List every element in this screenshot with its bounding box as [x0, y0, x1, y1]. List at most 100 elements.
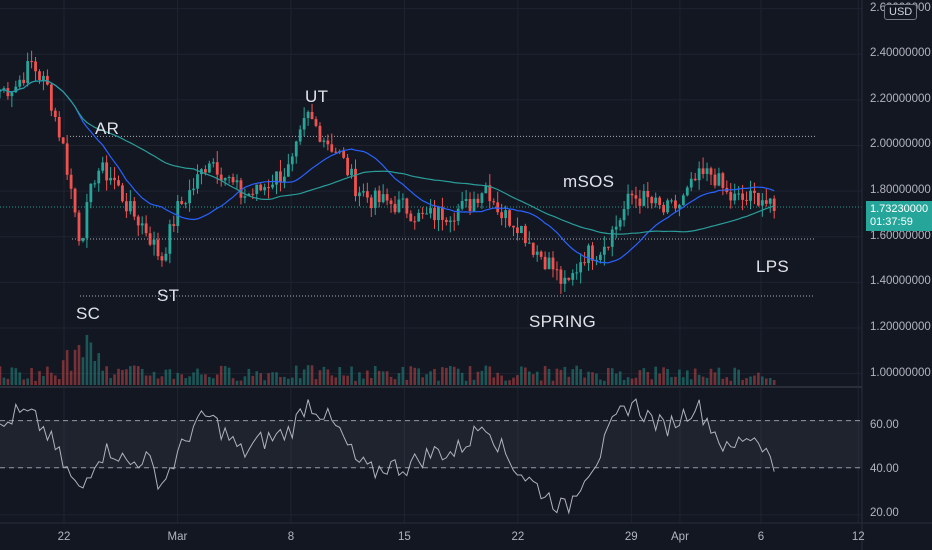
- candle-body: [259, 184, 263, 191]
- volume-bar: [196, 368, 199, 385]
- time-tick-label: 29: [624, 531, 638, 543]
- volume-bar: [618, 371, 622, 385]
- volume-bar: [666, 368, 669, 385]
- volume-bar: [654, 366, 657, 385]
- candle-body: [717, 173, 721, 186]
- volume-bar: [326, 369, 330, 385]
- volume-bar: [57, 379, 61, 385]
- volume-bar: [73, 349, 77, 385]
- candle-body: [369, 197, 373, 209]
- candle-body: [251, 193, 255, 195]
- candle-body: [310, 111, 314, 120]
- volume-bar: [689, 379, 693, 385]
- volume-bar: [50, 372, 53, 385]
- time-tick-label: 8: [287, 531, 295, 543]
- volume-bar: [749, 376, 752, 385]
- candle-body: [559, 269, 563, 284]
- volume-bar: [397, 373, 401, 385]
- volume-bar: [385, 371, 389, 385]
- candle-body: [654, 197, 658, 204]
- candle-body: [26, 61, 30, 84]
- time-tick-label: 22: [511, 531, 525, 543]
- candle-body: [764, 200, 768, 204]
- volume-bar: [433, 368, 436, 385]
- candle-body: [101, 162, 105, 171]
- candle-body: [417, 212, 421, 222]
- volume-bar: [512, 377, 515, 385]
- volume-bar: [81, 357, 85, 385]
- volume-bar: [377, 370, 381, 385]
- volume-bar: [563, 366, 567, 385]
- candle-body: [610, 229, 614, 247]
- candle-body: [760, 200, 764, 206]
- candle-body: [109, 177, 112, 181]
- volume-bar: [539, 380, 543, 385]
- volume-bar: [101, 370, 104, 385]
- candle-body: [365, 191, 369, 198]
- volume-bar: [579, 369, 582, 385]
- candle-body: [22, 79, 26, 84]
- candle-body: [772, 198, 776, 211]
- volume-bar: [405, 379, 409, 385]
- candle-body: [306, 111, 310, 119]
- volume-bar: [184, 378, 187, 385]
- volume-bar: [97, 353, 101, 385]
- volume-bar: [14, 368, 18, 385]
- volume-bar: [610, 368, 614, 385]
- volume-bar: [745, 378, 748, 385]
- volume-bar: [113, 374, 116, 385]
- currency-badge[interactable]: USD: [884, 4, 918, 20]
- volume-bar: [682, 377, 685, 385]
- candle-body: [768, 198, 772, 204]
- price-tick-label: 1.40000000: [870, 275, 931, 288]
- volume-bar: [607, 367, 610, 385]
- candle-body: [286, 164, 290, 177]
- candle-body: [523, 225, 527, 244]
- bar-countdown: 01:37:59: [870, 216, 913, 228]
- candlesticks: [0, 50, 776, 294]
- volume-bar: [61, 360, 65, 385]
- volume-bar: [425, 374, 428, 385]
- candle-body: [468, 199, 472, 212]
- volume-bar: [543, 366, 547, 385]
- candle-body: [733, 193, 737, 201]
- volume-bar: [658, 373, 661, 385]
- candle-body: [168, 224, 172, 254]
- candle-body: [152, 239, 156, 245]
- volume-bar: [449, 366, 452, 385]
- volume-bar: [148, 375, 152, 385]
- candle-body: [456, 208, 460, 221]
- volume-bar: [334, 377, 338, 385]
- candle-body: [634, 195, 638, 199]
- candle-body: [156, 239, 160, 257]
- candle-body: [421, 212, 425, 214]
- volume-bar: [152, 371, 156, 385]
- volume-bar: [381, 371, 385, 385]
- candle-body: [144, 223, 148, 234]
- candle-body: [693, 178, 697, 181]
- volume-bar: [492, 377, 496, 385]
- candle-body: [385, 194, 389, 201]
- moving-average-fast: [0, 79, 775, 264]
- candle-body: [745, 199, 748, 201]
- candle-body: [757, 192, 760, 206]
- volume-bar: [429, 371, 432, 385]
- volume-bar: [421, 377, 424, 385]
- candle-body: [10, 92, 14, 97]
- candle-body: [749, 190, 752, 201]
- candle-body: [148, 233, 152, 245]
- price-tick-label: 2.40000000: [870, 47, 931, 60]
- candle-body: [247, 193, 251, 197]
- candle-body: [567, 277, 571, 280]
- volume-bar: [65, 350, 69, 385]
- volume-bar: [168, 369, 172, 385]
- volume-bar: [417, 368, 420, 385]
- volume-bar: [662, 367, 665, 385]
- candle-body: [642, 190, 646, 206]
- volume-bar: [46, 366, 49, 385]
- price-tick-label: 2.20000000: [870, 92, 931, 105]
- candle-body: [235, 180, 239, 183]
- candle-body: [73, 188, 77, 213]
- candle-body: [330, 144, 334, 152]
